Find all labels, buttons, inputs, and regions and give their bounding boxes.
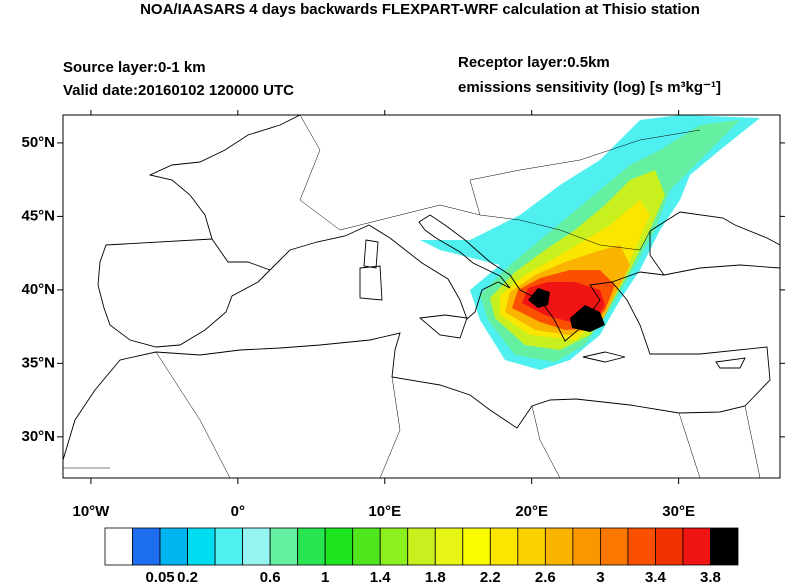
colorbar: 0.05 0.2 0.6 1 1.4 1.8 2.2 2.6 3 3.4 3.8 [104, 527, 739, 585]
colorbar-box [352, 527, 381, 566]
colorbar-box [434, 527, 464, 566]
colorbar-box [462, 527, 491, 566]
colorbar-box [682, 527, 711, 566]
title: NOA/IAASARS 4 days backwards FLEXPART-WR… [140, 1, 700, 18]
borders [63, 115, 761, 478]
y-tick-label: 35°N [21, 354, 55, 371]
colorbar-box [324, 527, 354, 566]
receptor-layer: Receptor layer:0.5km [458, 54, 610, 71]
colorbar-box [214, 527, 244, 566]
colorbar-box [242, 527, 271, 566]
source-layer: Source layer:0-1 km [63, 59, 206, 76]
colorbar-label: 1.4 [370, 569, 392, 585]
valid-date: Valid date:20160102 120000 UTC [63, 82, 294, 99]
colorbar-label: 3.4 [645, 569, 667, 585]
map-frame [62, 114, 781, 479]
colorbar-box [407, 527, 436, 566]
units: emissions sensitivity (log) [s m³kg⁻¹] [458, 79, 721, 96]
colorbar-box [627, 527, 656, 566]
colorbar-box [655, 527, 684, 566]
colorbar-box [572, 527, 601, 566]
x-tick-label: 30°E [662, 503, 695, 520]
plume [420, 115, 760, 370]
colorbar-box [269, 527, 299, 566]
colorbar-label: 2.6 [535, 569, 556, 585]
colorbar-box [489, 527, 519, 566]
map-area [62, 114, 781, 479]
colorbar-label: 0.05 [145, 569, 174, 585]
colorbar-box [297, 527, 326, 566]
colorbar-label: 1 [321, 569, 329, 585]
colorbar-label: 3.8 [700, 569, 721, 585]
coastlines [63, 115, 780, 461]
colorbar-label: 1.8 [425, 569, 446, 585]
colorbar-label: 0.2 [177, 569, 198, 585]
colorbar-label: 3 [596, 569, 604, 585]
x-tick-label: 0° [231, 503, 245, 520]
colorbar-label: 0.6 [260, 569, 281, 585]
y-tick-label: 50°N [21, 134, 55, 151]
y-tick-label: 40°N [21, 281, 55, 298]
x-tick-label: 10°E [368, 503, 401, 520]
colorbar-box [599, 527, 629, 566]
colorbar-box [379, 527, 409, 566]
colorbar-box [159, 527, 188, 566]
ticks: 10°W 0° 10°E 20°E 30°E 30°N 35°N 40°N 45°N 50°N [21, 110, 785, 520]
colorbar-box [544, 527, 574, 566]
colorbar-box [132, 527, 161, 566]
y-tick-label: 45°N [21, 207, 55, 224]
x-tick-label: 20°E [515, 503, 548, 520]
colorbar-box [710, 527, 739, 566]
map-content [63, 115, 780, 478]
colorbar-box [187, 527, 216, 566]
colorbar-label: 2.2 [480, 569, 501, 585]
colorbar-box [104, 527, 133, 566]
colorbar-box [517, 527, 546, 566]
y-tick-label: 30°N [21, 428, 55, 445]
x-tick-label: 10°W [72, 503, 110, 520]
